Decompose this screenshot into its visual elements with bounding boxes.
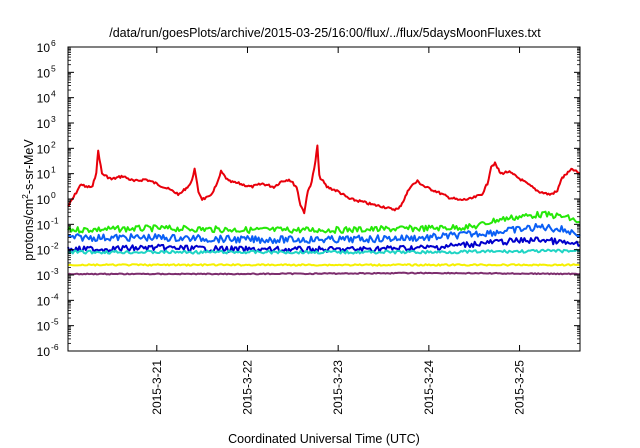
y-tick-label: 10 xyxy=(37,269,51,283)
y-tick: 10 -4 xyxy=(37,291,580,308)
y-tick: 10 -5 xyxy=(37,317,580,334)
y-tick-label: 10 xyxy=(37,294,51,308)
y-tick-exponent: 2 xyxy=(51,139,56,149)
y-tick: 10 -3 xyxy=(37,266,580,283)
y-tick-label: 10 xyxy=(37,244,51,258)
y-tick-exponent: -4 xyxy=(51,291,59,301)
y-tick: 10 1 xyxy=(37,165,580,182)
series-line xyxy=(67,236,581,254)
y-tick-exponent: 1 xyxy=(51,165,56,175)
x-tick-label: 2015-3-23 xyxy=(331,360,345,415)
y-tick-exponent: -1 xyxy=(51,215,59,225)
y-axis-label-main: protons/cm xyxy=(22,199,36,261)
y-tick-exponent: -2 xyxy=(51,241,59,251)
plot-frame xyxy=(67,46,581,352)
y-tick: 10 0 xyxy=(37,190,580,207)
y-tick-label: 10 xyxy=(37,320,51,334)
y-tick-label: 10 xyxy=(37,218,51,232)
y-tick: 10 2 xyxy=(37,139,580,156)
x-tick: 2015-3-23 xyxy=(331,47,345,415)
svg-text:protons/cm2-s-sr-MeV: protons/cm2-s-sr-MeV xyxy=(20,139,36,261)
y-tick-label: 10 xyxy=(37,193,51,207)
y-tick-exponent: -3 xyxy=(51,266,59,276)
x-tick: 2015-3-24 xyxy=(422,47,436,415)
y-tick-exponent: -5 xyxy=(51,317,59,327)
x-axis-label: Coordinated Universal Time (UTC) xyxy=(228,432,420,446)
series-line xyxy=(67,144,581,215)
y-tick: 10 5 xyxy=(37,63,580,80)
chart-title: /data/run/goesPlots/archive/2015-03-25/1… xyxy=(109,26,541,40)
y-tick: 10 -1 xyxy=(37,215,580,232)
x-tick: 2015-3-25 xyxy=(513,47,527,415)
y-axis-label-exponent: 2 xyxy=(20,194,30,199)
y-tick-exponent: 3 xyxy=(51,114,56,124)
y-tick-label: 10 xyxy=(37,142,51,156)
series-line xyxy=(67,263,580,267)
y-tick: 10 4 xyxy=(37,89,580,106)
x-tick: 2015-3-22 xyxy=(240,47,254,415)
series-line xyxy=(67,248,581,255)
y-tick-label: 10 xyxy=(37,66,51,80)
series-layer xyxy=(67,144,581,276)
y-tick: 10 -2 xyxy=(37,241,580,258)
x-tick-label: 2015-3-22 xyxy=(240,360,254,415)
y-tick-label: 10 xyxy=(37,41,51,55)
y-tick-exponent: 4 xyxy=(51,89,56,99)
y-tick-exponent: 0 xyxy=(51,190,56,200)
x-tick-label: 2015-3-24 xyxy=(422,360,436,415)
y-tick-label: 10 xyxy=(37,345,51,359)
axis-layer: 10 -610 -510 -410 -310 -210 -110 010 110 210 310 41… xyxy=(37,38,580,415)
x-tick: 2015-3-21 xyxy=(150,47,164,415)
y-axis-label-rest: -s-sr-MeV xyxy=(22,139,36,195)
series-line xyxy=(67,271,581,276)
y-tick-label: 10 xyxy=(37,117,51,131)
series-line xyxy=(67,223,581,245)
series-line xyxy=(67,210,581,234)
y-axis-label: protons/cm2-s-sr-MeV xyxy=(20,139,36,261)
x-tick-label: 2015-3-21 xyxy=(150,360,164,415)
x-tick-label: 2015-3-25 xyxy=(513,360,527,415)
y-tick: 10 3 xyxy=(37,114,580,131)
y-tick-exponent: 5 xyxy=(51,63,56,73)
y-tick-exponent: 6 xyxy=(51,38,56,48)
y-tick-label: 10 xyxy=(37,168,51,182)
y-tick-label: 10 xyxy=(37,92,51,106)
y-tick-exponent: -6 xyxy=(51,342,59,352)
